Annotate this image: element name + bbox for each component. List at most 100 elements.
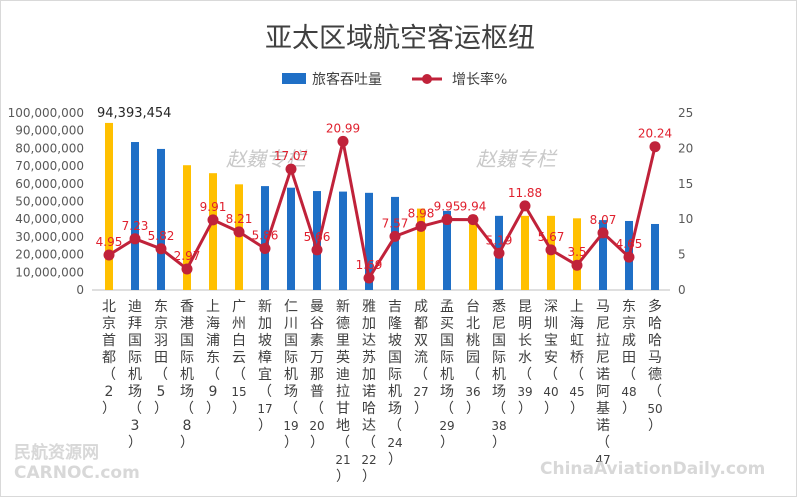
legend-marker xyxy=(422,74,432,84)
growth-point xyxy=(493,247,505,259)
left-tick-label: 20,000,000 xyxy=(15,248,84,262)
growth-value-label: 5.82 xyxy=(148,229,175,243)
growth-point xyxy=(285,163,297,175)
right-tick-label: 25 xyxy=(678,106,693,120)
category-label: 新德里英迪拉甘地（ 21） xyxy=(335,299,350,485)
growth-point xyxy=(467,214,479,226)
growth-point xyxy=(545,244,557,256)
growth-line xyxy=(108,139,657,280)
growth-point xyxy=(129,233,141,245)
category-label: 曼谷素万那普（ 20） xyxy=(309,299,324,451)
left-axis: 0 10,000,000 20,000,000 30,000,000 40,000,00… xyxy=(8,106,84,297)
growth-point xyxy=(441,214,453,226)
bar xyxy=(157,148,165,290)
bar xyxy=(469,215,477,290)
growth-point xyxy=(415,220,427,232)
growth-value-label: 5.66 xyxy=(304,230,331,244)
category-label: 深圳宝安（ 40） xyxy=(543,299,558,417)
category-label: 多哈哈马德（ 50） xyxy=(647,298,662,434)
category-label: 仁川国际机场（ 19） xyxy=(283,299,298,451)
bar xyxy=(209,173,217,290)
category-label: 迪拜国际机场（ 3） xyxy=(128,299,142,451)
category-label: 广州白云（ 15） xyxy=(231,299,246,417)
growth-value-label: 11.88 xyxy=(508,186,542,200)
left-tick-label: 10,000,000 xyxy=(15,265,84,279)
growth-value-label: 5.19 xyxy=(486,233,513,247)
growth-value-label: 7.23 xyxy=(122,219,149,233)
left-tick-label: 30,000,000 xyxy=(15,230,84,244)
bar-value-label: 94,393,454 xyxy=(97,106,171,121)
growth-value-label: 8.21 xyxy=(226,212,253,226)
bar xyxy=(521,215,529,290)
legend-label-bar: 旅客吞吐量 xyxy=(312,71,382,88)
growth-value-label: 3.5 xyxy=(567,245,586,259)
growth-value-label: 9.91 xyxy=(200,200,227,214)
growth-point xyxy=(623,251,635,263)
left-tick-label: 70,000,000 xyxy=(15,159,84,173)
category-label: 昆明长水（ 39） xyxy=(517,299,532,417)
growth-point xyxy=(311,244,323,256)
growth-point xyxy=(259,243,271,255)
watermark-author-2: 赵巍专栏 xyxy=(476,147,558,171)
category-label: 孟买国际机场（ 29） xyxy=(439,299,454,451)
bar xyxy=(651,223,659,290)
right-tick-label: 10 xyxy=(678,212,693,226)
left-tick-label: 60,000,000 xyxy=(15,177,84,191)
left-tick-label: 50,000,000 xyxy=(15,195,84,209)
category-label: 悉尼国际机场（ 38） xyxy=(491,299,506,451)
category-label: 雅加达苏加诺哈达（ 22） xyxy=(361,299,376,485)
growth-point xyxy=(155,243,167,255)
category-label: 吉隆坡国际机场（ 24） xyxy=(387,299,402,468)
growth-value-label: 5.67 xyxy=(538,230,565,244)
growth-point xyxy=(181,263,193,275)
growth-value-label: 4.65 xyxy=(616,237,643,251)
category-labels: 北京首都（ 2 ） 迪拜国际机场（ 3 ） 东京羽田（ 5 ） 香港国际机场（ 8 ） 上海浦东（ 9 ） 广… xyxy=(102,298,663,485)
left-tick-label: 0 xyxy=(76,283,84,297)
category-label: 上海浦东（ 9） xyxy=(206,299,220,417)
left-tick-label: 40,000,000 xyxy=(15,212,84,226)
bar xyxy=(339,191,347,290)
growth-point xyxy=(649,141,661,153)
bar xyxy=(261,186,269,290)
category-label: 台北桃园（ 36） xyxy=(465,299,480,417)
watermark-corner-right: ChinaAviationDaily.com xyxy=(540,459,765,479)
right-tick-label: 15 xyxy=(678,177,693,191)
left-tick-label: 90,000,000 xyxy=(15,124,84,138)
bar xyxy=(313,191,321,290)
left-tick-label: 80,000,000 xyxy=(15,141,84,155)
growth-value-label: 8.07 xyxy=(590,213,617,227)
line-series: 4.95 7.235.82 2.97 9.918.21 5.86 17.07 5.66 20.… xyxy=(96,121,672,284)
growth-point xyxy=(337,135,349,147)
category-label: 香港国际机场（ 8） xyxy=(180,299,194,451)
growth-value-label: 17.07 xyxy=(274,149,308,163)
right-axis: 0 5 10 15 20 25 xyxy=(678,106,693,297)
growth-value-label: 9.94 xyxy=(460,200,487,214)
category-label: 马尼拉尼诺阿基诺（ 47 xyxy=(595,299,610,467)
bar xyxy=(599,220,607,290)
growth-point xyxy=(597,227,609,239)
growth-point xyxy=(103,249,115,261)
growth-point xyxy=(233,226,245,238)
growth-value-label: 4.95 xyxy=(96,235,123,249)
growth-value-label: 7.57 xyxy=(382,216,409,230)
growth-point xyxy=(571,259,583,271)
right-tick-label: 20 xyxy=(678,141,693,155)
watermark-corner-left-top: 民航资源网 xyxy=(14,442,99,463)
growth-value-label: 9.95 xyxy=(434,200,461,214)
growth-point xyxy=(519,200,531,212)
growth-point xyxy=(207,214,219,226)
legend-swatch-bar xyxy=(282,73,306,84)
category-label: 东京羽田（ 5） xyxy=(154,299,168,417)
growth-value-label: 20.24 xyxy=(638,127,672,141)
category-label: 成都双流（ 27） xyxy=(413,299,428,417)
bar xyxy=(105,122,113,290)
watermark-corner-left-bottom: CARNOC.com xyxy=(14,463,140,483)
right-tick-label: 0 xyxy=(678,283,686,297)
category-label: 东京成田（ 48） xyxy=(621,299,636,417)
growth-point xyxy=(363,272,375,284)
bar xyxy=(391,196,399,290)
chart-title: 亚太区域航空客运枢纽 xyxy=(265,23,535,54)
category-label: 上海虹桥（ 45） xyxy=(569,299,584,417)
bar xyxy=(443,210,451,290)
